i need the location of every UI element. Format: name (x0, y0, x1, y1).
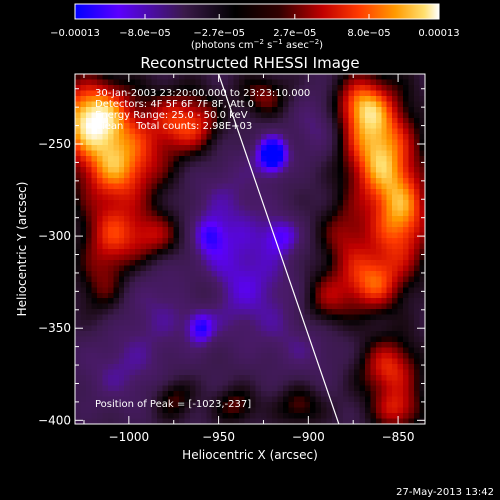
plot-frame (74, 73, 426, 425)
heatmap-image (75, 74, 425, 424)
colorbar-tick-label: −0.00013 (50, 28, 100, 39)
y-tick-label: −300 (38, 229, 71, 243)
annotation-detectors: Detectors: 4F 5F 6F 7F 8F, Att 0 (95, 99, 254, 110)
axis-ticks (75, 74, 425, 424)
x-tick-label: −900 (292, 430, 325, 444)
y-tick-label: −400 (38, 413, 71, 427)
annotation-time: 30-Jan-2003 23:20:00.000 to 23:23:10.000 (95, 88, 310, 99)
solar-limb-line (218, 74, 340, 424)
y-axis-label: Heliocentric Y (arcsec) (15, 182, 29, 317)
y-tick-labels: −250 −300 −350 −400 (38, 137, 71, 427)
colorbar-tick-label: 8.0e−05 (347, 28, 390, 39)
colorbar-units: (photons cm−2 s−1 asec−2) (191, 38, 323, 51)
colorbar-tick-label: −2.7e−05 (193, 28, 245, 39)
colorbar-tick-label: 0.00013 (418, 28, 459, 39)
annotation-energy: Energy Range: 25.0 - 50.0 keV (95, 110, 248, 121)
x-tick-label: −950 (202, 430, 235, 444)
x-tick-label: −850 (382, 430, 415, 444)
colorbar-tick-label: −8.0e−05 (119, 28, 171, 39)
x-tick-labels: −1000 −950 −900 −850 (109, 430, 415, 444)
y-tick-label: −350 (38, 321, 71, 335)
colorbar-tick-labels: −0.00013 −8.0e−05 −2.7e−05 2.7e−05 8.0e−05 0.… (50, 28, 460, 39)
x-axis-label: Heliocentric X (arcsec) (182, 448, 318, 462)
annotation-counts: Clean Total counts: 2.98E+03 (95, 121, 252, 132)
colorbar-tick-label: 2.7e−05 (273, 28, 316, 39)
annotation-block: 30-Jan-2003 23:20:00.000 to 23:23:10.000… (95, 88, 310, 132)
peak-position-label: Position of Peak = [-1023,-237] (95, 399, 251, 410)
chart-title: Reconstructed RHESSI Image (140, 54, 359, 72)
timestamp: 27-May-2013 13:42 (396, 487, 494, 498)
x-tick-label: −1000 (109, 430, 150, 444)
colorbar (74, 3, 440, 20)
colorbar-ticks (74, 14, 440, 19)
y-tick-label: −250 (38, 137, 71, 151)
